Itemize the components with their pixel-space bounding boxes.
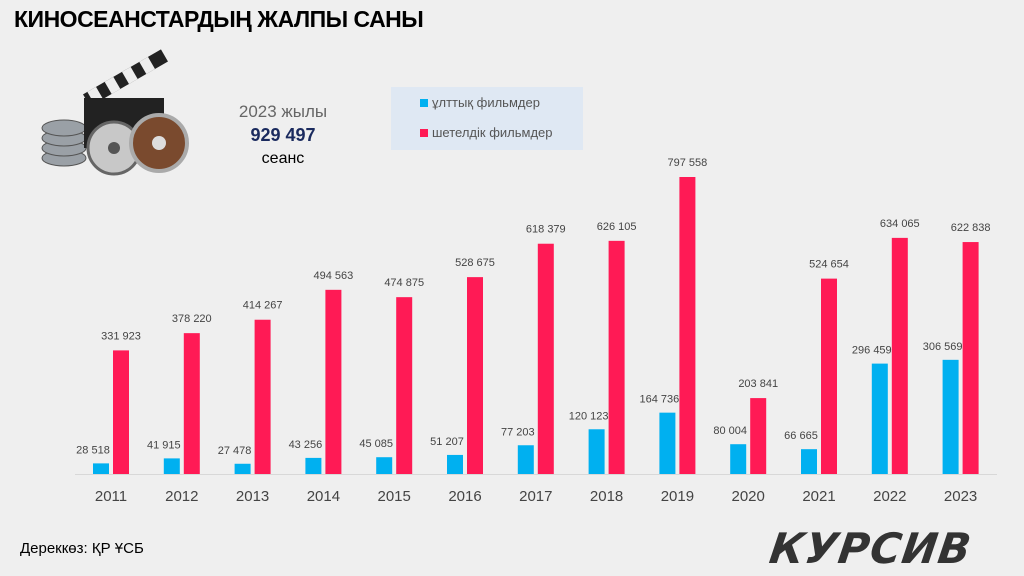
data-label: 494 563: [314, 270, 354, 282]
bar-foreign: [608, 240, 625, 474]
bar-national: [871, 363, 888, 474]
data-label: 296 459: [852, 345, 892, 357]
kursiv-logo: КУРСИВ: [766, 524, 975, 573]
data-label: 41 915: [147, 439, 181, 451]
film-clapperboard-icon: [41, 49, 189, 176]
legend-label: шетелдік фильмдер: [432, 125, 553, 140]
bar-national: [234, 463, 251, 474]
x-tick-label: 2018: [590, 488, 623, 505]
highlight-year: 2023 жылы: [238, 102, 328, 121]
data-label: 120 123: [569, 410, 609, 422]
bar-foreign: [113, 350, 129, 474]
x-tick-label: 2021: [802, 488, 835, 505]
data-label: 618 379: [526, 224, 566, 236]
data-label: 528 675: [455, 257, 495, 269]
x-tick-label: 2020: [732, 488, 765, 505]
legend-swatch: [420, 128, 428, 137]
bar-foreign: [679, 177, 696, 474]
x-tick-label: 2017: [519, 488, 552, 505]
bar-national: [305, 457, 322, 474]
data-label: 414 267: [243, 300, 283, 312]
bar-national: [942, 359, 959, 474]
data-label: 626 105: [597, 221, 637, 233]
bar-national: [163, 458, 180, 474]
legend: ұлттық фильмдер шетелдік фильмдер: [391, 87, 583, 150]
bar-national: [659, 412, 676, 474]
bar-foreign: [396, 297, 413, 474]
x-tick-label: 2012: [165, 488, 198, 505]
bar-national: [447, 454, 463, 474]
legend-item-national: ұлттық фильмдер: [420, 95, 540, 110]
x-tick-label: 2016: [448, 488, 481, 505]
page-title: КИНОСЕАНСТАРДЫҢ ЖАЛПЫ САНЫ: [14, 6, 424, 32]
legend-label: ұлттық фильмдер: [432, 95, 540, 110]
data-label: 66 665: [784, 430, 818, 442]
bar-foreign: [891, 237, 908, 474]
bar-foreign: [467, 277, 483, 474]
data-label: 306 569: [923, 341, 963, 353]
bar-foreign: [325, 289, 342, 474]
data-label: 28 518: [76, 444, 110, 456]
x-tick-label: 2013: [236, 488, 269, 505]
data-label: 45 085: [359, 438, 393, 450]
data-label: 164 736: [640, 394, 680, 406]
x-tick-label: 2023: [944, 488, 977, 505]
bar-foreign: [821, 278, 837, 474]
bar-foreign: [750, 398, 767, 474]
x-tick-label: 2019: [661, 488, 694, 505]
x-tick-label: 2011: [95, 488, 127, 505]
data-label: 331 923: [101, 330, 141, 342]
data-label: 51 207: [430, 436, 464, 448]
bar-national: [588, 429, 605, 474]
data-label: 80 004: [713, 425, 747, 437]
highlight-value: 929 497: [250, 125, 316, 145]
data-label: 797 558: [668, 157, 708, 169]
highlight-box: 2023 жылы 929 497 сеанс: [218, 102, 348, 168]
data-label: 203 841: [738, 378, 778, 390]
bar-foreign: [537, 243, 554, 474]
data-label: 622 838: [951, 222, 991, 234]
source-note: Дереккөз: ҚР ҰСБ: [20, 540, 144, 557]
data-label: 524 654: [809, 259, 849, 271]
x-tick-label: 2015: [378, 488, 411, 505]
data-label: 474 875: [384, 277, 424, 289]
data-label: 43 256: [289, 439, 323, 451]
data-label: 634 065: [880, 218, 920, 230]
data-label: 77 203: [501, 426, 535, 438]
x-tick-label: 2014: [307, 488, 340, 505]
bar-national: [730, 444, 747, 474]
data-label: 27 478: [218, 445, 252, 457]
bar-foreign: [183, 333, 200, 474]
legend-item-foreign: шетелдік фильмдер: [420, 125, 553, 140]
highlight-unit: сеанс: [261, 150, 305, 167]
x-tick-label: 2022: [873, 488, 906, 505]
bar-national: [517, 445, 534, 474]
bar-national: [801, 449, 817, 474]
bar-national: [376, 457, 393, 474]
legend-swatch: [420, 98, 428, 107]
data-label: 378 220: [172, 313, 212, 325]
bar-foreign: [254, 319, 271, 474]
bar-foreign: [962, 242, 979, 474]
bar-national: [93, 463, 109, 474]
